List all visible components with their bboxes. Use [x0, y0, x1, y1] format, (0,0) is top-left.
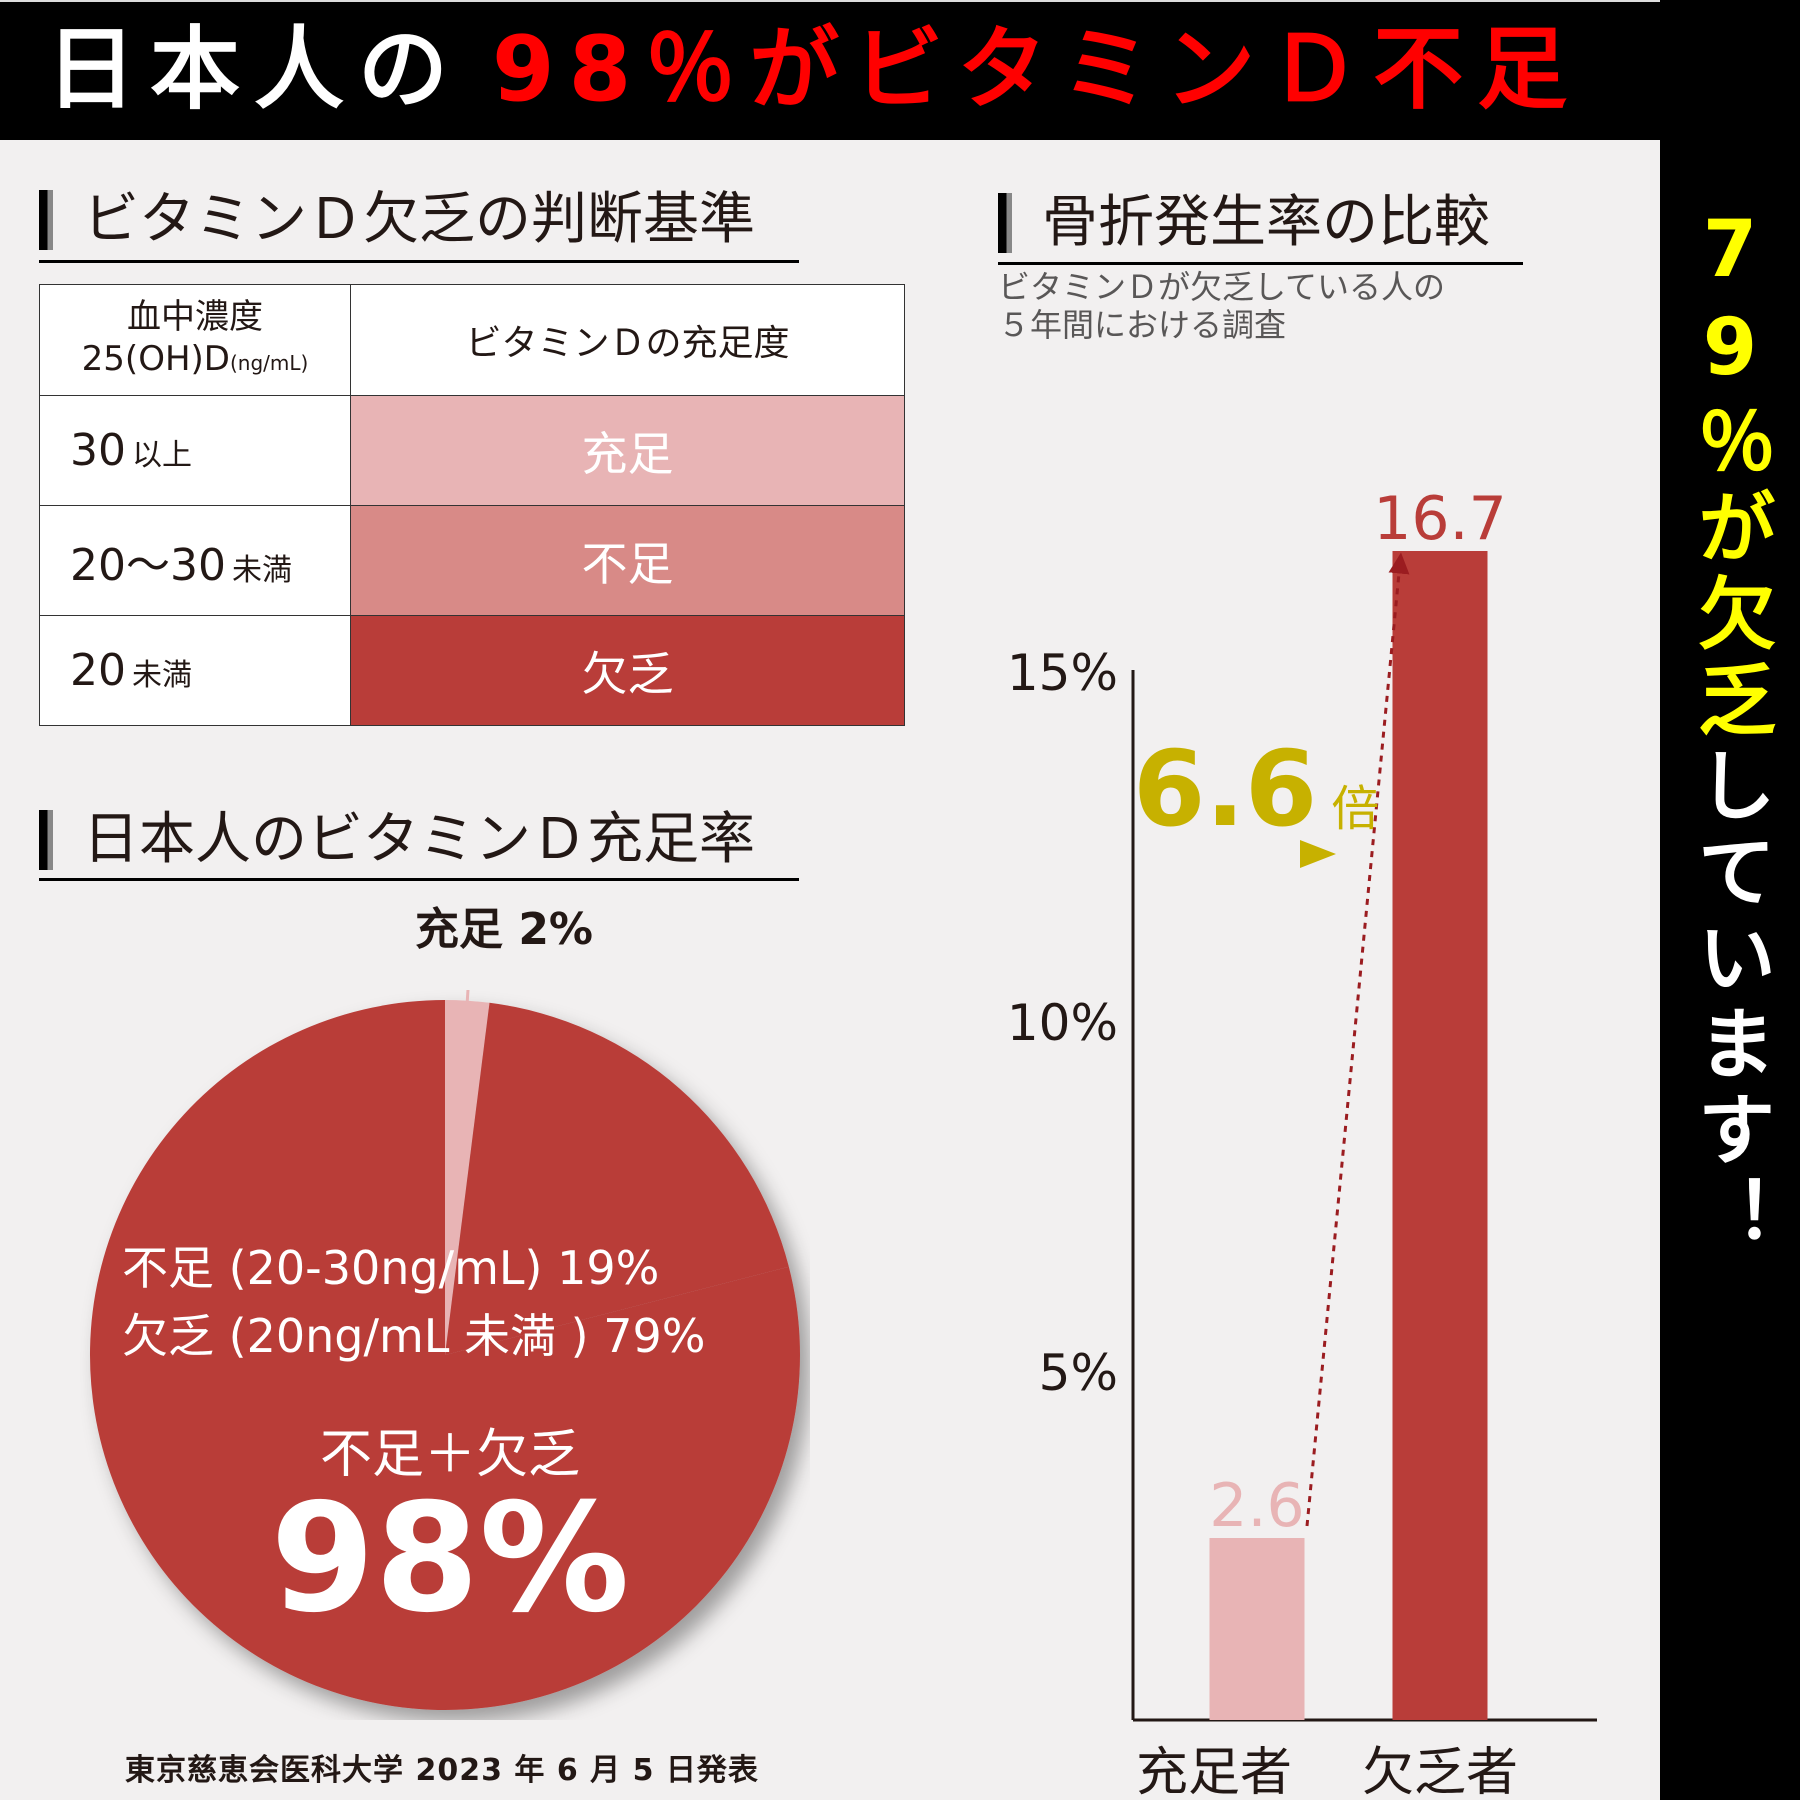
bar-0 [1209, 1538, 1305, 1720]
header-top-line [0, 0, 1660, 2]
side-banner [1660, 0, 1800, 1800]
bar-value-label: 2.6 [1209, 1471, 1304, 1541]
row-status: 充足 [350, 395, 905, 506]
title-red-part: 98％がビタミンＤ不足 [492, 17, 1582, 122]
fracture-heading: 骨折発生率の比較 [998, 183, 1490, 263]
multiplier-label: 6.6 倍 [1133, 728, 1379, 850]
title-white-part: 日本人の [46, 17, 462, 122]
table-row: 20 未満 欠乏 [39, 615, 905, 726]
source-note: 東京慈恵会医科大学 2023 年 6 月 5 日発表 [125, 1753, 759, 1788]
heading-bar-icon [998, 193, 1012, 253]
pie-heading-text: 日本人のビタミンＤ充足率 [83, 807, 755, 872]
row-value: 20〜30 [70, 539, 226, 591]
row-status: 不足 [350, 505, 905, 616]
category-label: 充足者 [1136, 1743, 1292, 1800]
header-col1-metric: 25(OH)D [81, 339, 230, 379]
page-title: 日本人の 98％がビタミンＤ不足 [46, 10, 1581, 130]
heading-bar-icon [39, 190, 53, 250]
side-banner-rest: しています！ [1685, 745, 1775, 1261]
side-banner-highlight: 79％が欠乏 [1685, 205, 1775, 745]
multiplier-unit: 倍 [1331, 781, 1380, 837]
header-col1-line1: 血中濃度 [127, 297, 263, 337]
table-row: 20〜30 未満 不足 [39, 505, 905, 616]
multiplier-value: 6.6 [1133, 728, 1318, 850]
table-header-concentration: 血中濃度 25(OH)D(ng/mL) [39, 284, 351, 396]
category-label: 欠乏者 [1362, 1743, 1518, 1800]
heading-bar-icon [39, 810, 53, 870]
fracture-heading-text: 骨折発生率の比較 [1042, 190, 1490, 255]
pie-heading: 日本人のビタミンＤ充足率 [39, 800, 755, 880]
row-concentration: 20〜30 未満 [39, 505, 351, 616]
fracture-subtitle: ビタミンＤが欠乏している人の ５年間における調査 [998, 268, 1445, 344]
criteria-heading-underline [39, 260, 799, 263]
row-value: 20 [70, 645, 126, 696]
table-row: 30 以上 充足 [39, 395, 905, 506]
row-concentration: 20 未満 [39, 615, 351, 726]
pie-outside-label: 充足 2% [415, 904, 594, 955]
pie-summary-value: 98% [270, 1472, 630, 1646]
pie-line1: 不足 (20-30ng/mL) 19% [122, 1241, 660, 1295]
criteria-heading: ビタミンＤ欠乏の判断基準 [39, 180, 755, 260]
side-banner-text: 79％が欠乏しています！ [1660, 205, 1800, 1261]
pie-slice-0 [445, 1000, 490, 1355]
pie-slice-2 [89, 1000, 801, 1710]
pie-heading-underline [39, 878, 799, 881]
bar-1 [1392, 551, 1488, 1720]
fracture-heading-underline [998, 262, 1523, 265]
pie-summary-label: 不足＋欠乏 [319, 1425, 580, 1485]
row-value: 30 [70, 425, 126, 476]
table-header-sufficiency: ビタミンＤの充足度 [350, 284, 905, 396]
pie-chart [89, 990, 801, 1710]
criteria-table: 血中濃度 25(OH)D(ng/mL) ビタミンＤの充足度 30 以上 充足 20… [39, 284, 905, 726]
pie-slice-1 [445, 1002, 789, 1355]
y-tick-label: 15% [1007, 644, 1118, 702]
row-concentration: 30 以上 [39, 395, 351, 506]
header-col1-line2: 25(OH)D(ng/mL) [40, 338, 350, 384]
table-header-row: 血中濃度 25(OH)D(ng/mL) ビタミンＤの充足度 [39, 284, 905, 396]
header-band [0, 0, 1660, 140]
header-col1-unit: (ng/mL) [229, 351, 309, 375]
row-qualifier: 未満 [231, 552, 292, 588]
criteria-heading-text: ビタミンＤ欠乏の判断基準 [83, 187, 755, 252]
pie-line2: 欠乏 (20ng/mL 未満 ) 79% [122, 1309, 706, 1363]
row-qualifier: 未満 [132, 658, 192, 693]
multiplier-pointer-icon [1300, 840, 1336, 868]
y-tick-label: 5% [1039, 1344, 1118, 1402]
pie-leader-line [448, 990, 470, 1281]
bar-value-label: 16.7 [1373, 484, 1507, 554]
fracture-subtitle-line1: ビタミンＤが欠乏している人の [998, 268, 1446, 306]
increase-arrow [1305, 552, 1410, 1527]
fracture-bar-chart: 5% 10% 15% 2.6 充足者 16.7 欠乏者 [1007, 484, 1597, 1800]
fracture-subtitle-line2: ５年間における調査 [998, 306, 1287, 344]
y-tick-label: 10% [1007, 994, 1118, 1052]
row-qualifier: 以上 [132, 438, 192, 473]
row-status: 欠乏 [350, 615, 905, 726]
